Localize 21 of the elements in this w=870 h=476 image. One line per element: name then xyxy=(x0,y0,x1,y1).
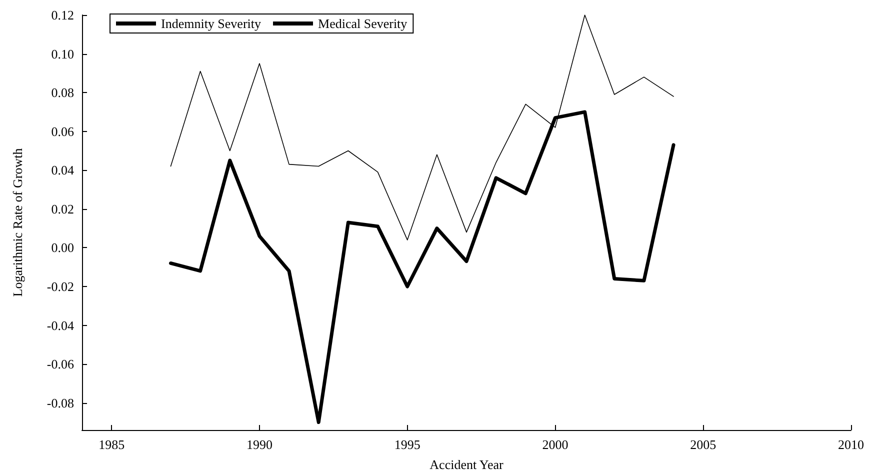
y-tick-label: 0.04 xyxy=(51,162,74,178)
y-tick-label: 0.00 xyxy=(51,240,74,256)
x-tick-label: 2010 xyxy=(838,437,864,452)
legend-label: Indemnity Severity xyxy=(161,16,262,31)
y-tick-label: -0.02 xyxy=(46,278,74,294)
y-tick-label: -0.04 xyxy=(46,318,74,333)
x-axis-title: Accident Year xyxy=(430,457,504,472)
y-tick-label: -0.08 xyxy=(46,395,74,410)
y-tick-label: -0.06 xyxy=(46,356,74,372)
y-tick-label: 0.08 xyxy=(51,85,74,100)
y-tick-label: 0.02 xyxy=(51,201,74,216)
x-tick-label: 1990 xyxy=(246,437,272,452)
y-tick-label: 0.12 xyxy=(51,8,74,22)
y-tick-label: 0.06 xyxy=(51,124,74,139)
x-tick-label: 2005 xyxy=(690,437,716,452)
x-tick-label: 2000 xyxy=(542,437,568,452)
y-tick-label: 0.10 xyxy=(51,46,74,62)
legend-label: Medical Severity xyxy=(318,16,408,31)
y-axis-title: Logarithmic Rate of Growth xyxy=(10,148,25,297)
x-tick-label: 1995 xyxy=(394,437,420,452)
x-tick-label: 1985 xyxy=(98,437,125,452)
